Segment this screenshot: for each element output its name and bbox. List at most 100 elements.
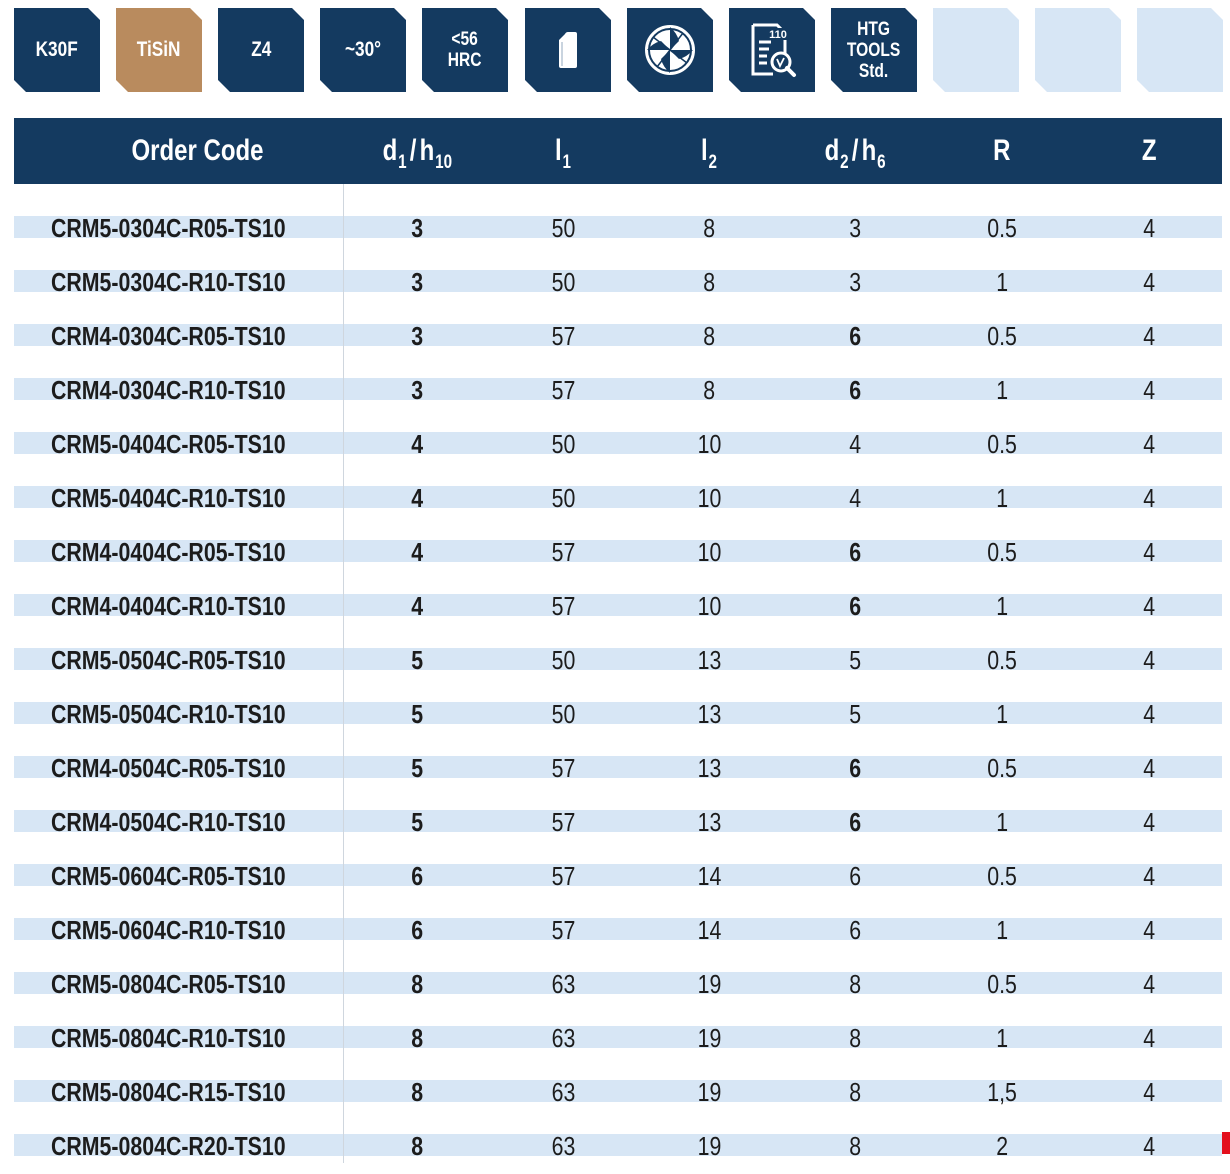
header-l1-label: l1 bbox=[555, 134, 571, 173]
cell-code: CRM4-0304C-R10-TS10 bbox=[51, 375, 341, 405]
cell-R-value: 0.5 bbox=[987, 969, 1017, 999]
table-row: CRM5-0804C-R10-TS10 8 63 19 8 1 4 bbox=[14, 994, 1222, 1053]
cell-Z-value: 4 bbox=[1143, 1077, 1155, 1107]
cell-code-value: CRM4-0504C-R05-TS10 bbox=[51, 753, 286, 783]
header-d2-h6: d2/h6 bbox=[782, 118, 928, 184]
cell-code: CRM4-0504C-R05-TS10 bbox=[51, 753, 341, 783]
cell-l2-value: 8 bbox=[703, 321, 715, 351]
cell-code: CRM5-0404C-R05-TS10 bbox=[51, 429, 341, 459]
cell-Z-value: 4 bbox=[1143, 537, 1155, 567]
cell-l1-value: 57 bbox=[551, 807, 575, 837]
cell-l1: 50 bbox=[490, 645, 636, 675]
cell-code: CRM5-0604C-R10-TS10 bbox=[51, 915, 341, 945]
cell-code-value: CRM5-0404C-R10-TS10 bbox=[51, 483, 286, 513]
cell-R-value: 1 bbox=[996, 483, 1008, 513]
table-row: CRM4-0304C-R10-TS10 3 57 8 6 1 4 bbox=[14, 346, 1222, 405]
table-body: CRM5-0304C-R05-TS10 3 50 8 3 0.5 4 CRM5-0304C-R… bbox=[14, 184, 1222, 1161]
cell-l2: 19 bbox=[636, 969, 782, 999]
cell-l2: 8 bbox=[636, 321, 782, 351]
cell-Z: 4 bbox=[1076, 861, 1222, 891]
cell-Z-value: 4 bbox=[1143, 213, 1155, 243]
cell-l1-value: 57 bbox=[551, 537, 575, 567]
cell-l1: 50 bbox=[490, 483, 636, 513]
cell-d1: 5 bbox=[344, 645, 490, 675]
cell-code-value: CRM4-0404C-R05-TS10 bbox=[51, 537, 286, 567]
cell-d2-value: 4 bbox=[849, 483, 861, 513]
cell-d1: 6 bbox=[344, 915, 490, 945]
cell-d1: 5 bbox=[344, 753, 490, 783]
cell-l2: 14 bbox=[636, 861, 782, 891]
cell-l2-value: 13 bbox=[697, 753, 721, 783]
cell-R-value: 1 bbox=[996, 915, 1008, 945]
cell-d1-value: 3 bbox=[411, 321, 423, 351]
cell-d1: 3 bbox=[344, 321, 490, 351]
cell-l1: 57 bbox=[490, 753, 636, 783]
table-row: CRM5-0504C-R10-TS10 5 50 13 5 1 4 bbox=[14, 670, 1222, 729]
cell-R: 0.5 bbox=[928, 753, 1076, 783]
shank-icon bbox=[559, 32, 577, 68]
cell-Z: 4 bbox=[1076, 213, 1222, 243]
cell-l1-value: 63 bbox=[551, 1023, 575, 1053]
cutting-data-catalog-icon: 110 bbox=[751, 23, 796, 77]
cell-d1-value: 5 bbox=[411, 753, 423, 783]
cell-Z-value: 4 bbox=[1143, 807, 1155, 837]
cell-l2: 10 bbox=[636, 591, 782, 621]
column-divider bbox=[343, 184, 344, 1163]
cell-d2-value: 6 bbox=[849, 753, 861, 783]
badge-htg-standard: HTG TOOLS Std. bbox=[831, 8, 917, 92]
cell-l1-value: 57 bbox=[551, 753, 575, 783]
cell-code-value: CRM5-0304C-R10-TS10 bbox=[51, 267, 286, 297]
cell-Z: 4 bbox=[1076, 1077, 1222, 1107]
cutting-data-icon-text: 110 bbox=[769, 29, 787, 41]
cell-Z-value: 4 bbox=[1143, 645, 1155, 675]
cell-Z: 4 bbox=[1076, 537, 1222, 567]
cell-R-value: 1,5 bbox=[987, 1077, 1017, 1107]
cell-l2: 10 bbox=[636, 483, 782, 513]
header-R-label: R bbox=[993, 134, 1011, 167]
cell-Z: 4 bbox=[1076, 1023, 1222, 1053]
cell-d1: 6 bbox=[344, 861, 490, 891]
cell-l1: 63 bbox=[490, 1023, 636, 1053]
cell-R: 1,5 bbox=[928, 1077, 1076, 1107]
cell-d1: 8 bbox=[344, 1077, 490, 1107]
cell-code: CRM5-0804C-R20-TS10 bbox=[51, 1131, 341, 1161]
cell-R: 0.5 bbox=[928, 429, 1076, 459]
cell-d2-value: 3 bbox=[849, 267, 861, 297]
cell-R: 0.5 bbox=[928, 321, 1076, 351]
cell-l2-value: 8 bbox=[703, 375, 715, 405]
badge-grade: K30F bbox=[14, 8, 100, 92]
cell-l2-value: 19 bbox=[697, 1131, 721, 1161]
end-mill-cross-section-icon bbox=[645, 25, 695, 75]
cell-d2: 3 bbox=[782, 213, 928, 243]
table-row: CRM4-0504C-R05-TS10 5 57 13 6 0.5 4 bbox=[14, 724, 1222, 783]
cell-code-value: CRM5-0504C-R10-TS10 bbox=[51, 699, 286, 729]
cell-Z: 4 bbox=[1076, 1131, 1222, 1161]
cell-d1: 4 bbox=[344, 483, 490, 513]
badge-empty-2 bbox=[1035, 8, 1121, 92]
cell-d2: 8 bbox=[782, 1077, 928, 1107]
cell-d2: 6 bbox=[782, 375, 928, 405]
cell-Z-value: 4 bbox=[1143, 699, 1155, 729]
cell-l2-value: 10 bbox=[697, 483, 721, 513]
cell-code: CRM5-0504C-R05-TS10 bbox=[51, 645, 341, 675]
badge-hardness-line-1: <56 bbox=[451, 29, 479, 50]
cell-d2-value: 6 bbox=[849, 537, 861, 567]
cell-d1-value: 8 bbox=[411, 969, 423, 999]
cell-l1: 50 bbox=[490, 267, 636, 297]
table-row: CRM5-0604C-R10-TS10 6 57 14 6 1 4 bbox=[14, 886, 1222, 945]
cell-R: 1 bbox=[928, 591, 1076, 621]
cell-Z-value: 4 bbox=[1143, 483, 1155, 513]
badge-helix-angle: ~30° bbox=[320, 8, 406, 92]
cell-l2-value: 19 bbox=[697, 969, 721, 999]
cell-code: CRM5-0504C-R10-TS10 bbox=[51, 699, 341, 729]
cell-code-value: CRM5-0404C-R05-TS10 bbox=[51, 429, 286, 459]
cell-code-value: CRM5-0804C-R15-TS10 bbox=[51, 1077, 286, 1107]
cell-d2: 6 bbox=[782, 915, 928, 945]
cell-l1: 63 bbox=[490, 969, 636, 999]
table-row: CRM4-0404C-R05-TS10 4 57 10 6 0.5 4 bbox=[14, 508, 1222, 567]
cell-code: CRM5-0304C-R10-TS10 bbox=[51, 267, 341, 297]
badge-hardness: <56 HRC bbox=[422, 8, 508, 92]
cell-R-value: 2 bbox=[996, 1131, 1008, 1161]
header-order-code: Order Code bbox=[14, 118, 382, 184]
cell-code-value: CRM5-0504C-R05-TS10 bbox=[51, 645, 286, 675]
